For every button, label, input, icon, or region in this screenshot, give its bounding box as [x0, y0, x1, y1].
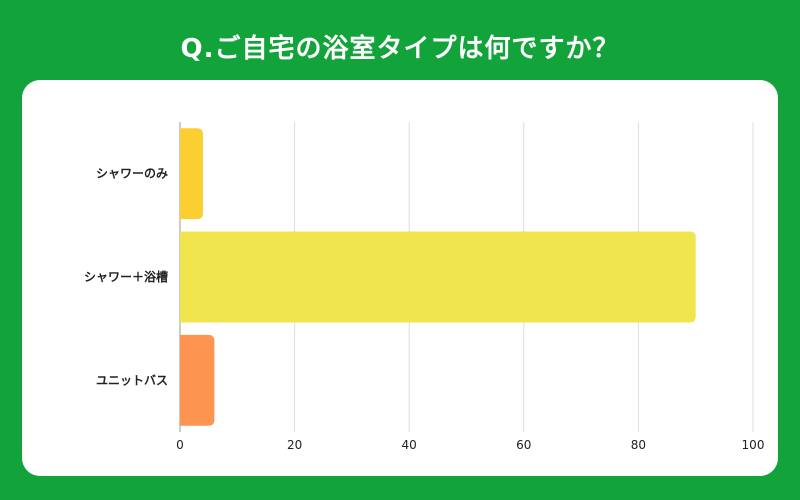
- x-tick-label: 60: [516, 438, 531, 452]
- x-tick-label: 40: [402, 438, 417, 452]
- category-label: シャワーのみ: [96, 167, 168, 181]
- category-label: シャワー＋浴槽: [84, 269, 168, 284]
- bar: [180, 128, 203, 220]
- x-tick-label: 20: [287, 438, 302, 452]
- x-tick-label: 80: [631, 438, 646, 452]
- x-tick-label: 100: [742, 438, 765, 452]
- category-label: ユニットバス: [96, 373, 168, 387]
- bar: [180, 231, 696, 323]
- bar-layer: [180, 128, 696, 426]
- x-tick-label: 0: [176, 438, 184, 452]
- chart-title: Q.ご自宅の浴室タイプは何ですか？: [180, 33, 620, 64]
- bar: [180, 334, 215, 426]
